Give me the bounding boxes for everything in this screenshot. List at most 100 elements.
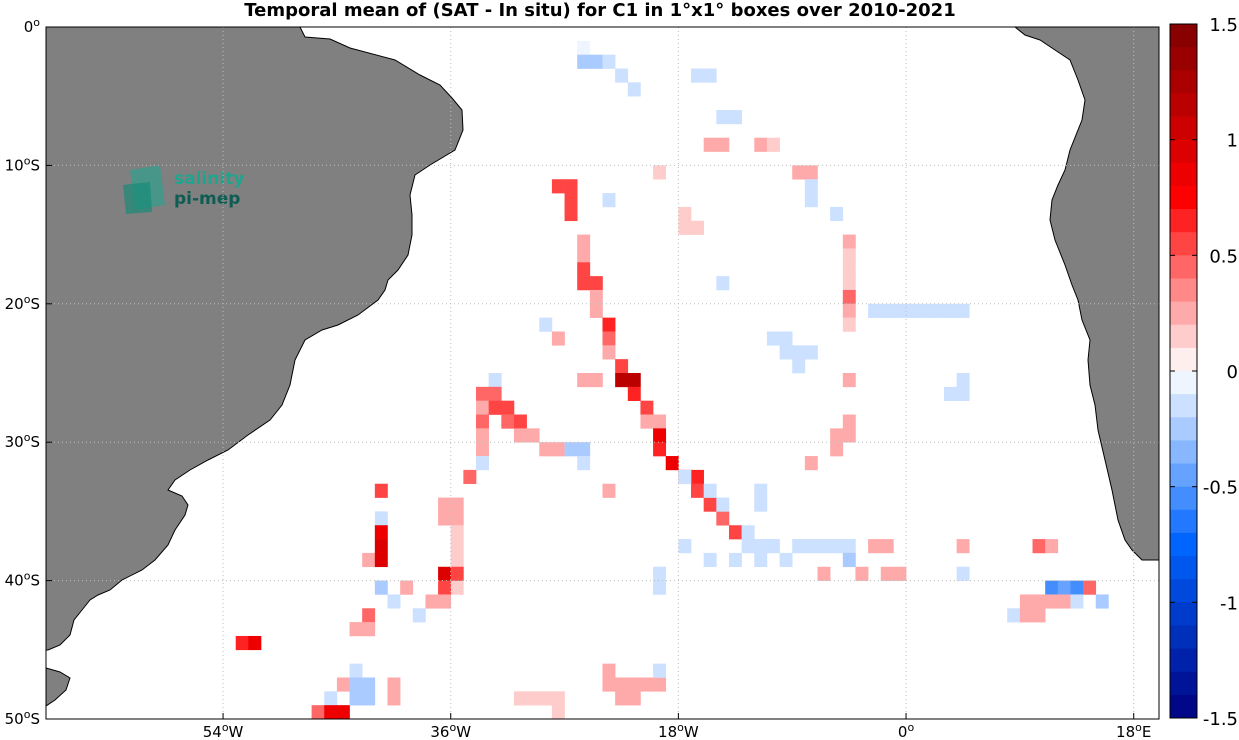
data-cell <box>577 54 591 69</box>
data-cell <box>703 483 717 498</box>
colorbar-segment <box>1170 394 1197 418</box>
data-cell <box>1045 594 1059 609</box>
data-cell <box>1032 608 1046 623</box>
data-cell <box>640 677 654 692</box>
data-cell <box>476 386 489 401</box>
data-cell <box>653 414 667 429</box>
data-cell <box>438 497 452 512</box>
data-cell <box>564 193 578 208</box>
data-cell <box>362 691 376 706</box>
data-cell <box>615 68 629 83</box>
data-cell <box>438 594 452 609</box>
colorbar-segment <box>1170 440 1197 464</box>
data-cell <box>653 677 667 692</box>
data-cell <box>450 552 464 568</box>
colorbar-ticks: 1.5 1 0.5 0 -0.5 -1 -1.5 <box>1170 15 1238 730</box>
data-cell <box>956 303 970 318</box>
data-cell <box>728 552 742 568</box>
data-cell <box>412 608 426 623</box>
data-cell <box>716 110 730 125</box>
data-cell <box>400 580 414 595</box>
colorbar-segment <box>1170 347 1197 372</box>
data-cell <box>248 635 262 651</box>
data-cell <box>627 82 641 97</box>
data-cell <box>476 442 489 457</box>
data-cell <box>678 206 692 222</box>
data-cell <box>589 54 603 69</box>
data-cell <box>526 691 540 706</box>
data-cell <box>362 608 376 623</box>
data-cell <box>324 691 338 706</box>
colorbar-tick-label: -1 <box>1220 593 1238 614</box>
colorbar-tick-label: 0 <box>1227 362 1238 383</box>
colorbar <box>1169 23 1198 719</box>
data-cell <box>602 345 616 360</box>
data-cell <box>438 511 452 526</box>
land-africa <box>1014 27 1159 561</box>
y-tick-label: 30oS <box>5 431 40 451</box>
colorbar-tick-label: 1.5 <box>1209 15 1238 36</box>
data-cell <box>703 68 717 83</box>
data-cell <box>678 469 692 485</box>
data-cell <box>703 552 717 568</box>
data-cell <box>665 456 679 471</box>
data-cell <box>1095 594 1109 609</box>
x-tick-label: 0o <box>898 721 915 740</box>
data-cell <box>728 525 742 540</box>
data-cell <box>804 193 818 208</box>
data-cell <box>1057 594 1071 609</box>
data-cell <box>311 705 325 719</box>
colorbar-tick-label: -1.5 <box>1203 709 1238 730</box>
colorbar-segment <box>1170 209 1197 233</box>
data-cell <box>653 428 667 443</box>
data-cell <box>792 165 806 180</box>
data-cell <box>880 566 894 581</box>
data-cell <box>476 456 489 471</box>
data-cell <box>842 317 856 332</box>
data-cell <box>551 691 565 706</box>
data-cell <box>577 248 591 263</box>
data-cell <box>501 414 515 429</box>
data-cell <box>754 483 768 498</box>
data-cell <box>792 345 806 360</box>
data-cell <box>602 54 616 69</box>
data-cell <box>931 303 945 318</box>
data-cell <box>880 539 894 554</box>
data-cell <box>691 220 704 235</box>
data-cell <box>943 386 957 401</box>
data-cell <box>387 691 401 706</box>
data-cell <box>842 289 856 305</box>
colorbar-segment <box>1170 47 1197 71</box>
data-cell <box>640 400 654 415</box>
data-cell <box>741 539 755 554</box>
data-cell <box>627 386 641 401</box>
colorbar-segment <box>1170 139 1197 164</box>
data-cell <box>387 677 401 692</box>
data-cell <box>589 373 603 388</box>
x-tick-label: 54oW <box>203 721 244 740</box>
data-cell <box>1070 580 1084 595</box>
data-cell <box>564 442 578 457</box>
data-cell <box>792 539 806 554</box>
data-cell <box>640 414 654 429</box>
colorbar-segment <box>1170 301 1197 326</box>
data-cell <box>577 276 591 291</box>
data-cell <box>513 428 527 443</box>
data-cell <box>741 525 755 540</box>
colorbar-segment <box>1170 162 1197 187</box>
data-cell <box>602 677 616 692</box>
data-cell <box>476 400 489 415</box>
colorbar-segment <box>1170 185 1197 210</box>
data-cell <box>691 483 704 498</box>
data-cell <box>842 234 856 249</box>
colorbar-segment <box>1170 486 1197 511</box>
data-cell <box>678 220 692 235</box>
colorbar-tick-label: 1 <box>1227 131 1238 152</box>
data-cell <box>691 469 704 485</box>
logo-text-salinity: salinity <box>174 169 244 189</box>
data-cell <box>488 373 502 388</box>
data-cell <box>804 165 818 180</box>
data-cell <box>602 663 616 678</box>
data-cell <box>539 442 553 457</box>
